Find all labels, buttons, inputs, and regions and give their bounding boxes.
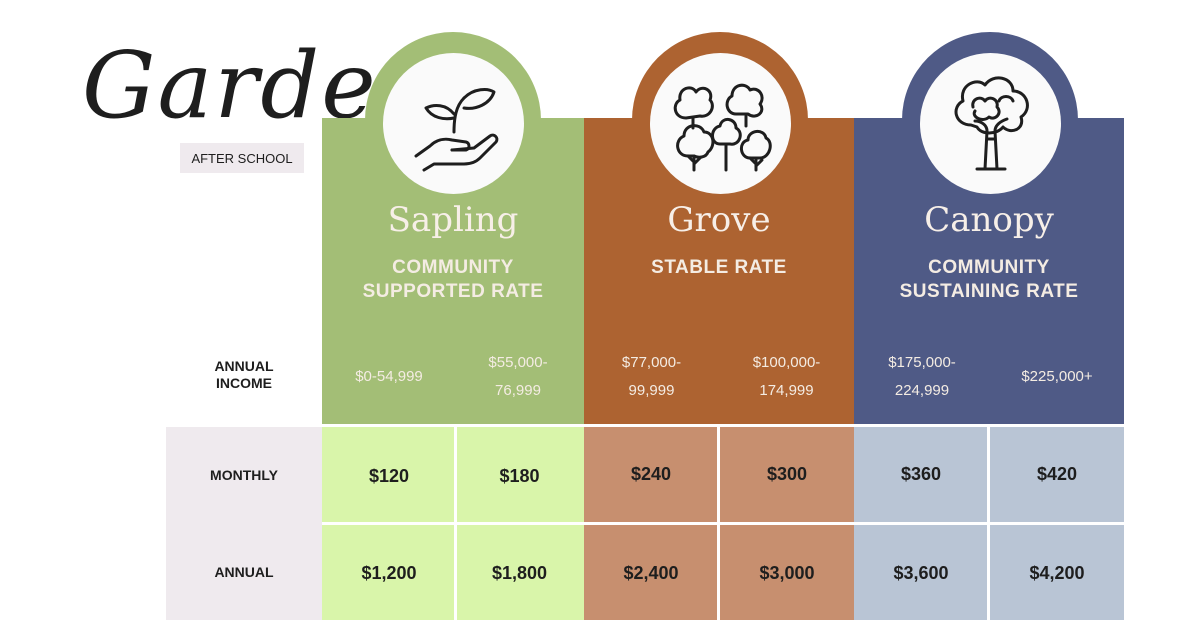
tier-grove-rate: STABLE RATE <box>651 257 787 278</box>
grid-line-grove <box>717 427 720 620</box>
tier-grove-icon-circle <box>650 53 791 194</box>
annual-price-grove-1: $2,400 <box>623 562 679 583</box>
annual-price-canopy-2: $4,200 <box>1029 562 1085 583</box>
grid-line-canopy <box>987 427 990 620</box>
tier-sapling-name: Sapling <box>387 200 519 240</box>
tier-sapling-icon-circle <box>383 53 524 194</box>
grid-line-row-divider <box>322 522 1124 525</box>
monthly-price-grove-2: $300 <box>766 464 808 484</box>
annual-price-sapling-1: $1,200 <box>361 562 417 583</box>
tier-canopy-name: Canopy <box>924 200 1054 240</box>
income-bracket-sapling-1: $0-54,999 <box>355 368 423 385</box>
annual-income-label: ANNUAL INCOME <box>214 358 274 391</box>
monthly-price-grove-1: $240 <box>630 464 672 484</box>
income-bracket-grove-1: $77,000- 99,999 <box>621 354 682 399</box>
monthly-price-canopy-2: $420 <box>1036 464 1078 484</box>
income-bracket-grove-2: $100,000- 174,999 <box>752 354 821 399</box>
row-label-column <box>166 427 322 620</box>
program-badge: AFTER SCHOOL <box>180 143 304 173</box>
monthly-price-sapling-2: $180 <box>499 465 540 486</box>
monthly-price-canopy-1: $360 <box>900 464 942 484</box>
annual-label: ANNUAL <box>214 564 274 580</box>
annual-price-sapling-2: $1,800 <box>491 562 548 583</box>
grove-trees-icon <box>673 83 772 171</box>
income-bracket-sapling-2: $55,000- 76,999 <box>488 354 548 399</box>
grid-line-sapling <box>454 427 457 620</box>
tier-canopy-rate: COMMUNITY SUSTAINING RATE <box>899 257 1079 302</box>
tier-grove-name: Grove <box>667 200 771 240</box>
tree-canopy-icon <box>954 75 1029 170</box>
annual-price-grove-2: $3,000 <box>759 562 815 583</box>
annual-price-canopy-1: $3,600 <box>893 562 949 583</box>
income-bracket-canopy-2: $225,000+ <box>1021 368 1093 385</box>
seedling-in-hand-icon <box>414 87 498 171</box>
monthly-price-sapling-1: $120 <box>368 465 410 486</box>
income-bracket-canopy-1: $175,000- 224,999 <box>888 354 956 399</box>
tier-sapling-rate: COMMUNITY SUPPORTED RATE <box>362 257 544 302</box>
tier-canopy-icon-circle <box>920 53 1061 194</box>
monthly-label: MONTHLY <box>210 467 278 483</box>
